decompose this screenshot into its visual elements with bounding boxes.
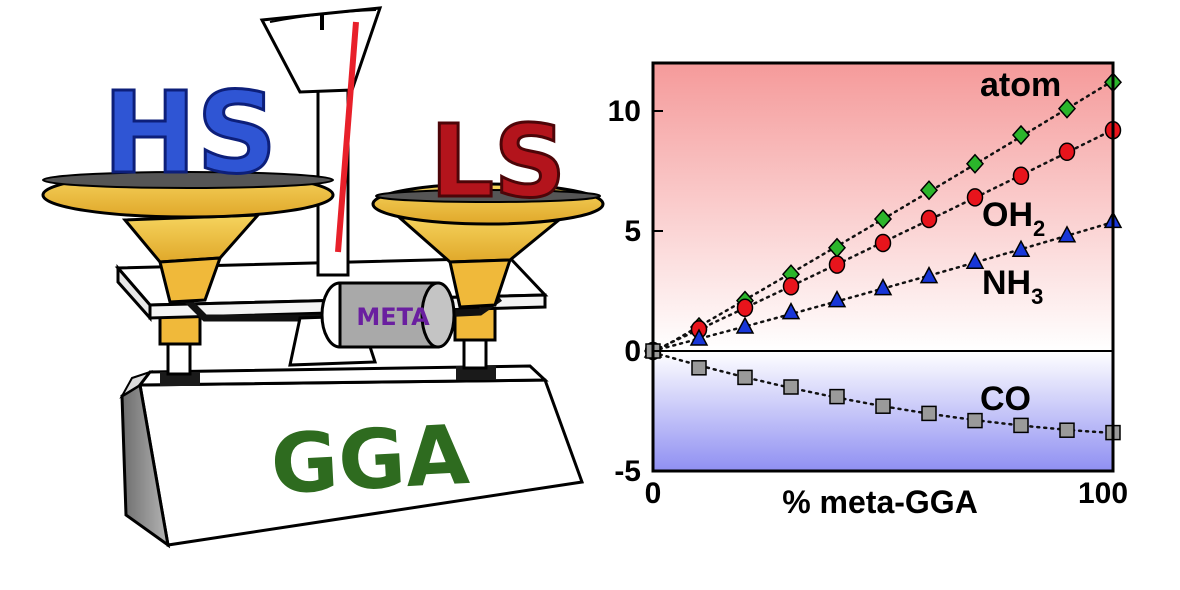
meta-weight: META [320, 281, 456, 349]
series-label-nh3-main: NH [982, 264, 1031, 302]
data-point-nh3 [873, 278, 893, 296]
weight-label: META [356, 303, 430, 331]
data-point-oh2 [920, 209, 938, 229]
data-point-co [967, 412, 983, 429]
data-point-nh3 [689, 328, 709, 346]
left-pan: HS [41, 68, 335, 304]
data-point-nh3 [827, 290, 847, 308]
data-point-oh2 [874, 233, 892, 253]
data-point-nh3 [919, 266, 939, 284]
data-point-nh3 [1011, 239, 1031, 257]
data-point-nh3 [1057, 225, 1077, 243]
series-labels: atom OH2 NH3 CO [980, 66, 1061, 418]
data-point-nh3 [735, 316, 755, 334]
series-label-nh3: NH3 [982, 264, 1043, 309]
y-tick-label: 0 [624, 335, 641, 368]
positive-background [653, 63, 1113, 351]
series-label-co: CO [980, 380, 1031, 418]
series-label-oh2-main: OH [982, 196, 1033, 234]
data-point-nh3 [965, 251, 985, 269]
plot-frame [651, 61, 1115, 473]
data-point-atom [919, 180, 939, 201]
data-point-atom [1057, 98, 1077, 119]
data-point-oh2 [1012, 166, 1030, 186]
data-point-oh2 [828, 255, 846, 274]
right-pan-label: LS [430, 103, 566, 220]
x-axis-title: % meta-GGA [782, 484, 978, 520]
data-point-oh2 [966, 188, 984, 207]
balance-illustration: GGA [41, 6, 605, 549]
data-point-co [783, 379, 799, 395]
balance-base: GGA [119, 364, 585, 549]
series-label-oh2-sub: 2 [1033, 216, 1045, 241]
x-tick-label: 100 [1078, 477, 1128, 510]
data-point-co [921, 405, 937, 422]
data-point-co [829, 388, 845, 405]
data-point-oh2 [1058, 142, 1076, 162]
data-point-oh2 [782, 276, 800, 296]
y-tick-label: 10 [608, 95, 641, 128]
data-point-atom [873, 208, 893, 230]
data-point-co [875, 398, 891, 414]
y-axis: -5 0 5 10 [608, 95, 663, 488]
trend-line-co [653, 351, 1113, 435]
left-pan-label: HS [103, 69, 277, 199]
y-tick-label: 5 [624, 215, 641, 248]
data-point-atom [965, 153, 985, 174]
dial-needle [335, 21, 359, 253]
y-tick-label: -5 [614, 455, 641, 488]
data-point-nh3 [781, 302, 801, 320]
series-label-atom: atom [980, 66, 1061, 104]
data-point-oh2 [736, 298, 754, 318]
x-tick-label: 0 [645, 477, 662, 510]
series-label-nh3-sub: 3 [1031, 284, 1043, 309]
right-pan: LS [371, 102, 605, 309]
data-point-co [737, 369, 753, 386]
data-point-co [1059, 422, 1075, 438]
base-label: GGA [269, 408, 472, 513]
data-point-co [691, 360, 707, 376]
series-label-oh2: OH2 [982, 196, 1045, 241]
data-markers [643, 72, 1123, 441]
balance-feet [158, 304, 497, 386]
data-point-co [1013, 417, 1029, 434]
x-axis: 0 100 [645, 477, 1128, 510]
data-point-atom [1011, 124, 1031, 146]
